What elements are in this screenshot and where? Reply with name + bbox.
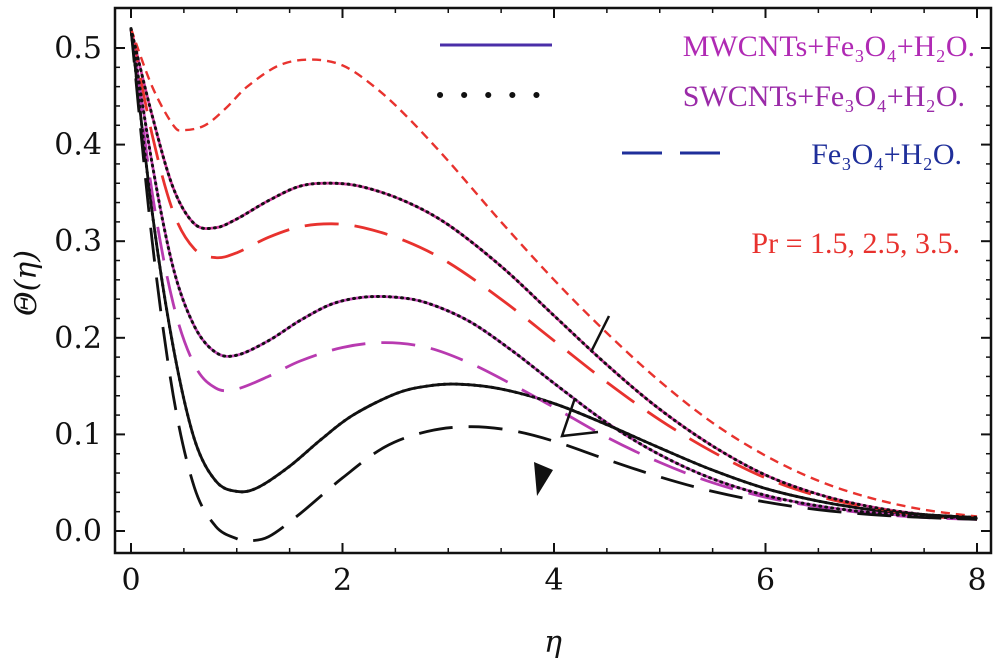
legend-label-fe3o4: Fe₃O₄+H₂O. <box>811 138 962 171</box>
series-line-pr-1-5-swcnts <box>129 27 979 520</box>
pr-marker-upper <box>589 315 611 353</box>
y-tick-label: 0.0 <box>54 514 102 549</box>
pr-marker-lower <box>560 397 599 438</box>
series-line-pr-1-5-fe3o4 <box>129 28 978 521</box>
arrow-head-icon <box>534 462 553 496</box>
tick-marks: 0 2 4 6 8 0.0 0.1 0.2 0.3 0.4 0.5 <box>54 8 991 598</box>
series-line-pr-3-5-swcnts <box>129 27 979 519</box>
y-tick-label: 0.3 <box>54 224 102 259</box>
legend-label-mwcnts: MWCNTs+Fe₃O₄+H₂O. <box>683 30 975 63</box>
series-line-pr-3-5-fe3o4 <box>129 28 978 543</box>
y-tick-label: 0.4 <box>54 128 102 163</box>
pr-arrow <box>534 315 611 496</box>
y-axis-title: Θ(η) <box>9 250 44 316</box>
series-line-pr-1-5-base-short-dash- <box>129 28 978 518</box>
legend-label-swcnts: SWCNTs+Fe₃O₄+H₂O. <box>683 80 965 113</box>
x-tick-label: 2 <box>333 563 352 598</box>
series-layer <box>129 27 979 543</box>
x-tick-label: 8 <box>967 563 986 598</box>
x-tick-label: 0 <box>121 563 140 598</box>
x-tick-label: 6 <box>756 563 775 598</box>
x-axis-title: η <box>544 625 562 660</box>
legend: MWCNTs+Fe₃O₄+H₂O. SWCNTs+Fe₃O₄+H₂O. Fe₃O… <box>437 30 975 171</box>
y-tick-label: 0.5 <box>54 31 102 66</box>
y-tick-label: 0.1 <box>54 417 102 452</box>
y-tick-label: 0.2 <box>54 321 102 356</box>
pr-annotation: Pr = 1.5, 2.5, 3.5. <box>751 227 960 260</box>
x-tick-label: 4 <box>544 563 563 598</box>
series-line-pr-2-5-swcnts <box>129 27 979 520</box>
